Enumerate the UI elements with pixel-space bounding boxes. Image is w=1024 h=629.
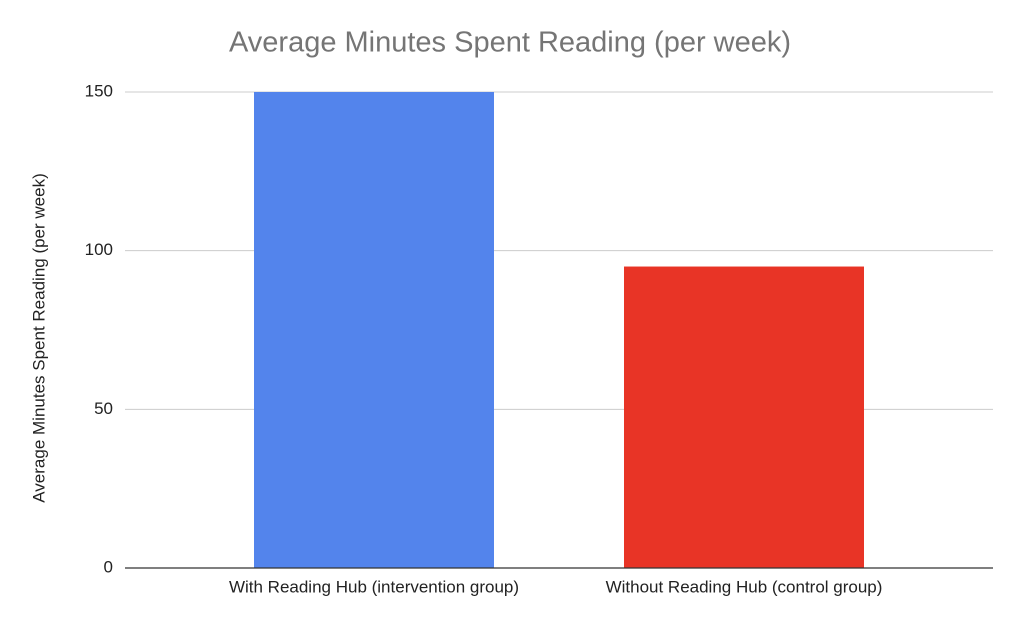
y-tick-label: 150 <box>85 81 113 100</box>
bar <box>254 92 494 568</box>
y-axis-label: Average Minutes Spent Reading (per week) <box>29 173 48 502</box>
x-tick-label: With Reading Hub (intervention group) <box>229 577 519 596</box>
x-tick-label: Without Reading Hub (control group) <box>606 577 883 596</box>
bar <box>624 266 864 568</box>
y-tick-label: 0 <box>104 557 113 576</box>
chart-title: Average Minutes Spent Reading (per week) <box>229 27 791 59</box>
y-tick-label: 50 <box>94 399 113 418</box>
y-tick-label: 100 <box>85 240 113 259</box>
